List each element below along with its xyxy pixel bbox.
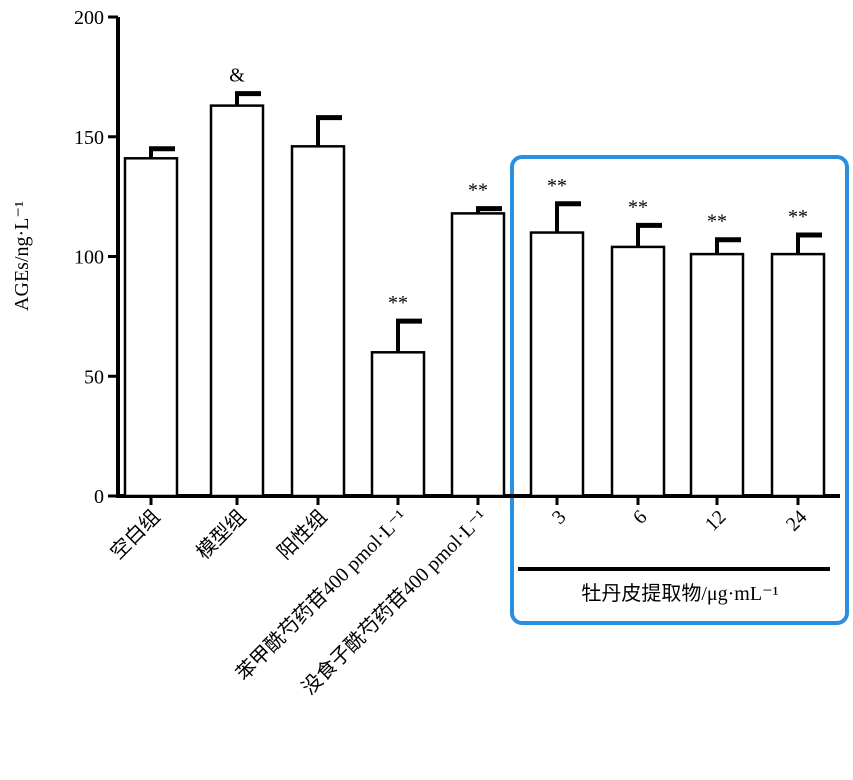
bar <box>290 145 346 498</box>
bar <box>209 104 265 498</box>
bar <box>529 231 585 498</box>
significance-mark: ** <box>388 292 408 314</box>
y-tick-label: 200 <box>74 7 104 29</box>
bar <box>370 351 426 498</box>
significance-mark: ** <box>628 196 648 218</box>
y-axis-label: AGEs/ng·L⁻¹ <box>11 201 33 311</box>
significance-mark: ** <box>788 206 808 228</box>
bar <box>770 252 826 498</box>
group-label: 牡丹皮提取物/μg·mL⁻¹ <box>581 582 778 605</box>
x-tick-label: 24 <box>782 506 812 536</box>
x-tick-label: 模型组 <box>192 505 251 564</box>
significance-mark: & <box>229 65 245 87</box>
significance-mark: ** <box>547 175 567 197</box>
x-tick-label: 空白组 <box>106 505 165 564</box>
y-tick-label: 0 <box>94 486 104 508</box>
x-tick-label: 阳性组 <box>273 505 332 564</box>
significance-mark: ** <box>707 211 727 233</box>
y-tick-label: 50 <box>84 366 104 388</box>
x-tick-label: 6 <box>629 506 652 529</box>
x-tick-label: 苯甲酰芍药苷400 pmol·L⁻¹ <box>232 505 412 685</box>
y-tick-label: 100 <box>74 247 104 269</box>
bar <box>123 157 179 498</box>
x-tick-label: 12 <box>701 506 731 536</box>
highlight-box <box>510 155 849 625</box>
bar <box>610 245 666 498</box>
significance-mark: ** <box>468 180 488 202</box>
x-tick-label: 3 <box>548 506 571 529</box>
bar <box>450 212 506 498</box>
y-tick-label: 150 <box>74 127 104 149</box>
bar <box>689 252 745 498</box>
